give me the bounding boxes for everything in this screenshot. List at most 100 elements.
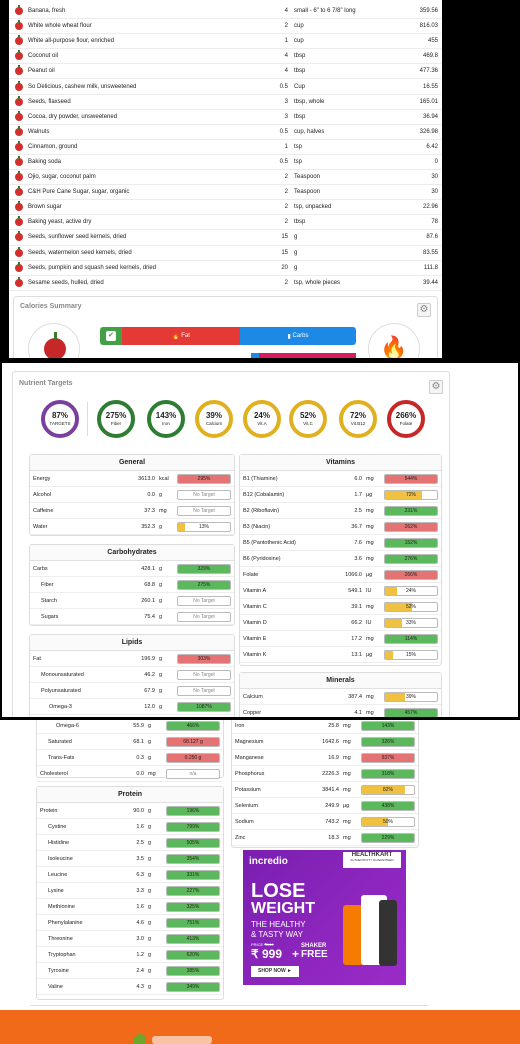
progress-fill: [167, 902, 219, 911]
nutrient-row[interactable]: Valine 4.3 g 349%: [37, 979, 223, 995]
nutrient-row[interactable]: Monounsaturated 46.2 g No Target: [30, 667, 234, 683]
food-row[interactable]: Banana, fresh 4 small - 6" to 6 7/8" long 3…: [9, 4, 442, 20]
target-circle[interactable]: 52% Vit.C: [289, 400, 327, 438]
nutrient-row[interactable]: Alcohol 0.0 g No Target: [30, 487, 234, 503]
ad-banner[interactable]: incredio HEALTHKART AUTHENTICITY GUARANT…: [243, 850, 406, 985]
nutrient-row[interactable]: Potassium 3841.4 mg 82%: [232, 782, 418, 798]
nutrient-row[interactable]: Phosphorus 2226.3 mg 318%: [232, 766, 418, 782]
food-row[interactable]: Seeds, sunflower seed kernels, dried 15 g 8…: [9, 230, 442, 246]
progress-fill: [385, 708, 437, 717]
food-quantity: 2: [284, 189, 288, 196]
food-row[interactable]: Cocoa, dry powder, unsweetened 3 tbsp 36.94: [9, 110, 442, 125]
nutrient-row[interactable]: Trans-Fats 0.3 g 0.250 g: [37, 750, 223, 766]
target-circle[interactable]: 72% Vit.B12: [339, 400, 377, 438]
nutrient-row[interactable]: Lysine 3.3 g 227%: [37, 883, 223, 899]
food-row[interactable]: Ojio, sugar, coconut palm 2 Teaspoon 30: [9, 170, 442, 186]
target-circle[interactable]: 39% Calcium: [195, 400, 233, 438]
nutrient-row[interactable]: Phenylalanine 4.6 g 751%: [37, 915, 223, 931]
nutrient-row[interactable]: Vitamin E 17.2 mg 114%: [240, 631, 441, 647]
nutrient-row[interactable]: Tyrosine 2.4 g 385%: [37, 963, 223, 979]
nutrient-row[interactable]: Carbs 428.1 g 329%: [30, 561, 234, 577]
food-name: Peanut oil: [28, 68, 55, 75]
target-circle[interactable]: 275% Fiber: [97, 400, 135, 438]
nutrient-value: 0.0: [136, 770, 144, 777]
nutrient-value: 3.5: [136, 855, 144, 862]
ad-shop-now-button[interactable]: SHOP NOW ►: [251, 966, 299, 977]
nutrient-row[interactable]: Threonine 3.0 g 413%: [37, 931, 223, 947]
progress-bar: 227%: [166, 885, 220, 896]
nutrient-row[interactable]: Starch 260.1 g No Target: [30, 593, 234, 609]
nutrient-row[interactable]: Omega-6 55.9 g 466%: [37, 720, 223, 734]
nutrient-row[interactable]: Methionine 1.6 g 325%: [37, 899, 223, 915]
food-row[interactable]: Baking yeast, active dry 2 tbsp 78: [9, 215, 442, 231]
nutrient-row[interactable]: Calcium 387.4 mg 39%: [240, 689, 441, 705]
food-row[interactable]: White whole wheat flour 2 cup 816.03: [9, 19, 442, 35]
food-unit: tsp, unpacked: [294, 204, 332, 211]
food-row[interactable]: Sesame seeds, hulled, dried 2 tsp, whole p…: [9, 276, 442, 291]
nutrient-row[interactable]: Vitamin K 13.1 µg 15%: [240, 647, 441, 663]
nutrient-row[interactable]: Sodium 743.2 mg 50%: [232, 814, 418, 830]
nutrient-row[interactable]: B3 (Niacin) 36.7 mg 262%: [240, 519, 441, 535]
target-circle[interactable]: 87% TARGETS: [41, 400, 79, 438]
nutrient-row[interactable]: Fiber 68.8 g 275%: [30, 577, 234, 593]
food-row[interactable]: Seeds, pumpkin and squash seed kernels, …: [9, 261, 442, 276]
food-row[interactable]: So Delicious, cashew milk, unsweetened 0.…: [9, 79, 442, 95]
nutrient-row[interactable]: Histidine 2.5 g 505%: [37, 835, 223, 851]
nutrient-row[interactable]: Leucine 6.3 g 331%: [37, 867, 223, 883]
food-row[interactable]: Coconut oil 4 tbsp 469.8: [9, 49, 442, 65]
gear-icon[interactable]: ⚙: [429, 380, 443, 394]
food-row[interactable]: Seeds, watermelon seed kernels, dried 15 g…: [9, 246, 442, 261]
food-row[interactable]: C&H Pure Cane Sugar, sugar, organic 2 Teas…: [9, 185, 442, 201]
food-unit: tbsp: [294, 68, 306, 75]
nutrient-row[interactable]: Cystine 1.6 g 799%: [37, 819, 223, 835]
nutrient-row[interactable]: Vitamin C 39.1 mg 52%: [240, 599, 441, 615]
nutrient-row[interactable]: Magnesium 1642.6 mg 326%: [232, 734, 418, 750]
nutrient-row[interactable]: B2 (Riboflavin) 2.5 mg 231%: [240, 503, 441, 519]
target-circle[interactable]: 143% Iron: [147, 400, 185, 438]
nutrient-row[interactable]: Vitamin A 549.1 IU 24%: [240, 583, 441, 599]
target-circle[interactable]: 266% Folate: [387, 400, 425, 438]
progress-label: 52%: [405, 603, 416, 610]
food-row[interactable]: White all-purpose flour, enriched 1 cup 455: [9, 34, 442, 50]
target-circle-label: Vit.B12: [350, 421, 366, 426]
nutrient-row[interactable]: Zinc 18.3 mg 229%: [232, 830, 418, 846]
food-row[interactable]: Peanut oil 4 tbsp 477.36: [9, 64, 442, 80]
nutrient-row[interactable]: Water 352.3 g 13%: [30, 519, 234, 535]
nutrient-row[interactable]: B6 (Pyridoxine) 3.6 mg 276%: [240, 551, 441, 567]
nutrient-row[interactable]: B1 (Thiamine) 6.0 mg 544%: [240, 471, 441, 487]
nutrient-row[interactable]: Sugars 75.4 g No Target: [30, 609, 234, 625]
nutrient-row[interactable]: Iron 25.8 mg 143%: [232, 720, 418, 734]
nutrient-row[interactable]: Manganese 16.9 mg 937%: [232, 750, 418, 766]
nutrient-row[interactable]: B12 (Cobalamin) 1.7 µg 72%: [240, 487, 441, 503]
food-row[interactable]: Walnuts 0.5 cup, halves 326.98: [9, 125, 442, 140]
food-name: Ojio, sugar, coconut palm: [28, 174, 96, 181]
nutrient-row[interactable]: B5 (Pantothenic Acid) 7.6 mg 152%: [240, 535, 441, 551]
nutrient-row[interactable]: Saturated 68.1 g 68.127 g: [37, 734, 223, 750]
nutrient-row[interactable]: Energy 3613.0 kcal 295%: [30, 471, 234, 487]
nutrient-row[interactable]: Omega-3 12.0 g 1087%: [30, 699, 234, 715]
target-circle[interactable]: 24% Vit.A: [243, 400, 281, 438]
food-name: Walnuts: [28, 128, 50, 135]
food-row[interactable]: Baking soda 0.5 tsp 0: [9, 155, 442, 171]
food-row[interactable]: Cinnamon, ground 1 tsp 6.42: [9, 140, 442, 155]
nutrient-row[interactable]: Cholesterol 0.0 mg n/a: [37, 766, 223, 782]
nutrient-row[interactable]: Folate 1066.0 µg 266%: [240, 567, 441, 583]
nutrient-row[interactable]: Protein 90.0 g 196%: [37, 803, 223, 819]
nutrient-name: B2 (Riboflavin): [243, 507, 280, 514]
fat-icon: 🔥: [172, 333, 182, 340]
nutrient-row[interactable]: Caffeine 37.3 mg No Target: [30, 503, 234, 519]
progress-label: 152%: [404, 539, 418, 546]
nutrient-row[interactable]: Tryptophan 1.2 g 620%: [37, 947, 223, 963]
nutrient-row[interactable]: Copper 4.1 mg 457%: [240, 705, 441, 717]
food-row[interactable]: Brown sugar 2 tsp, unpacked 22.96: [9, 200, 442, 216]
gear-icon[interactable]: ⚙: [417, 303, 431, 317]
nutrient-row[interactable]: Polyunsaturated 67.9 g No Target: [30, 683, 234, 699]
nutrient-row[interactable]: Vitamin D 66.2 IU 33%: [240, 615, 441, 631]
progress-label: 24%: [405, 587, 416, 594]
nutrient-value: 66.2: [351, 619, 362, 626]
nutrient-row[interactable]: Selenium 249.9 µg 438%: [232, 798, 418, 814]
nutrient-row[interactable]: Isoleucine 3.5 g 354%: [37, 851, 223, 867]
nutrient-row[interactable]: Fat 196.9 g 303%: [30, 651, 234, 667]
nutrient-value: 25.8: [328, 722, 339, 729]
food-row[interactable]: Seeds, flaxseed 3 tbsp, whole 165.01: [9, 95, 442, 110]
